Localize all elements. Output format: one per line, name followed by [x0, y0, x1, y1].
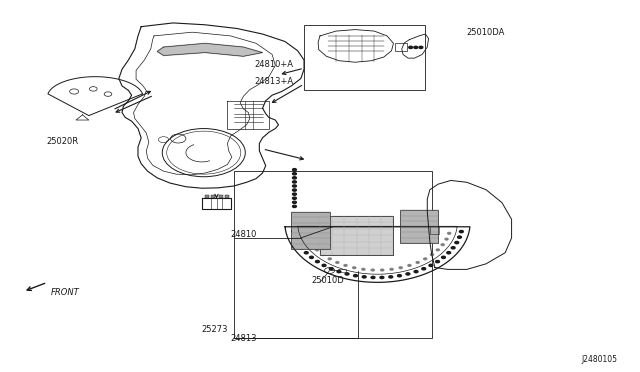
Circle shape	[316, 249, 319, 251]
Circle shape	[371, 269, 374, 271]
Text: 25020R: 25020R	[47, 138, 79, 147]
Circle shape	[292, 197, 296, 199]
Circle shape	[345, 273, 349, 275]
Circle shape	[455, 241, 459, 244]
Circle shape	[414, 270, 418, 273]
Bar	[211, 195, 215, 198]
Circle shape	[292, 189, 296, 191]
Bar	[291, 212, 330, 249]
Circle shape	[380, 276, 384, 279]
Circle shape	[371, 276, 375, 279]
Circle shape	[390, 268, 393, 270]
Text: 24813+A: 24813+A	[255, 77, 294, 86]
Circle shape	[408, 264, 411, 266]
Circle shape	[292, 205, 296, 208]
Circle shape	[362, 268, 365, 270]
Bar	[219, 195, 223, 198]
Text: 24813: 24813	[230, 334, 257, 343]
Circle shape	[430, 254, 433, 256]
Circle shape	[292, 201, 296, 203]
Circle shape	[337, 270, 341, 273]
Bar	[234, 171, 432, 338]
Circle shape	[416, 262, 419, 263]
Circle shape	[292, 177, 296, 179]
Circle shape	[305, 251, 308, 254]
Text: 24810+A: 24810+A	[255, 60, 294, 69]
Circle shape	[362, 276, 366, 278]
Circle shape	[409, 46, 413, 48]
Bar	[430, 226, 440, 234]
Circle shape	[292, 181, 296, 183]
Circle shape	[322, 264, 326, 266]
Circle shape	[353, 275, 357, 277]
Circle shape	[307, 238, 310, 240]
Circle shape	[328, 258, 332, 260]
Text: 25010D: 25010D	[312, 276, 344, 285]
Circle shape	[304, 232, 307, 234]
Circle shape	[381, 269, 384, 271]
Text: 25010DA: 25010DA	[467, 28, 505, 37]
Bar	[396, 43, 407, 51]
Text: 25273: 25273	[202, 326, 228, 334]
Circle shape	[406, 273, 410, 275]
Circle shape	[336, 262, 339, 263]
Circle shape	[330, 267, 333, 270]
Text: 24810: 24810	[230, 230, 257, 239]
Circle shape	[445, 238, 448, 240]
Circle shape	[436, 249, 440, 251]
Circle shape	[292, 231, 296, 233]
Circle shape	[316, 260, 319, 263]
Circle shape	[292, 173, 296, 175]
Bar	[320, 216, 394, 254]
Circle shape	[422, 267, 426, 270]
Bar	[225, 195, 229, 198]
Circle shape	[321, 254, 324, 256]
Text: J2480105: J2480105	[581, 355, 617, 364]
Circle shape	[441, 244, 444, 246]
Text: FRONT: FRONT	[51, 288, 79, 297]
Circle shape	[442, 256, 445, 259]
Circle shape	[294, 236, 298, 238]
Circle shape	[397, 275, 401, 277]
Circle shape	[296, 241, 300, 244]
Circle shape	[447, 251, 451, 254]
Bar	[400, 210, 438, 243]
Circle shape	[451, 247, 455, 249]
Circle shape	[460, 231, 463, 233]
Circle shape	[344, 264, 347, 266]
Circle shape	[424, 258, 427, 260]
Circle shape	[458, 236, 461, 238]
Bar	[338, 269, 346, 272]
Bar	[205, 195, 209, 198]
Circle shape	[447, 232, 451, 234]
Circle shape	[414, 46, 418, 48]
Circle shape	[310, 256, 314, 259]
Circle shape	[399, 267, 403, 269]
Bar	[304, 25, 426, 90]
Circle shape	[300, 247, 304, 249]
Circle shape	[310, 244, 314, 246]
Circle shape	[436, 260, 440, 263]
Circle shape	[419, 46, 423, 48]
Circle shape	[292, 193, 296, 195]
Circle shape	[353, 267, 356, 269]
Polygon shape	[157, 43, 262, 56]
Circle shape	[429, 264, 433, 266]
Circle shape	[389, 276, 393, 278]
Circle shape	[292, 169, 296, 171]
Circle shape	[292, 185, 296, 187]
